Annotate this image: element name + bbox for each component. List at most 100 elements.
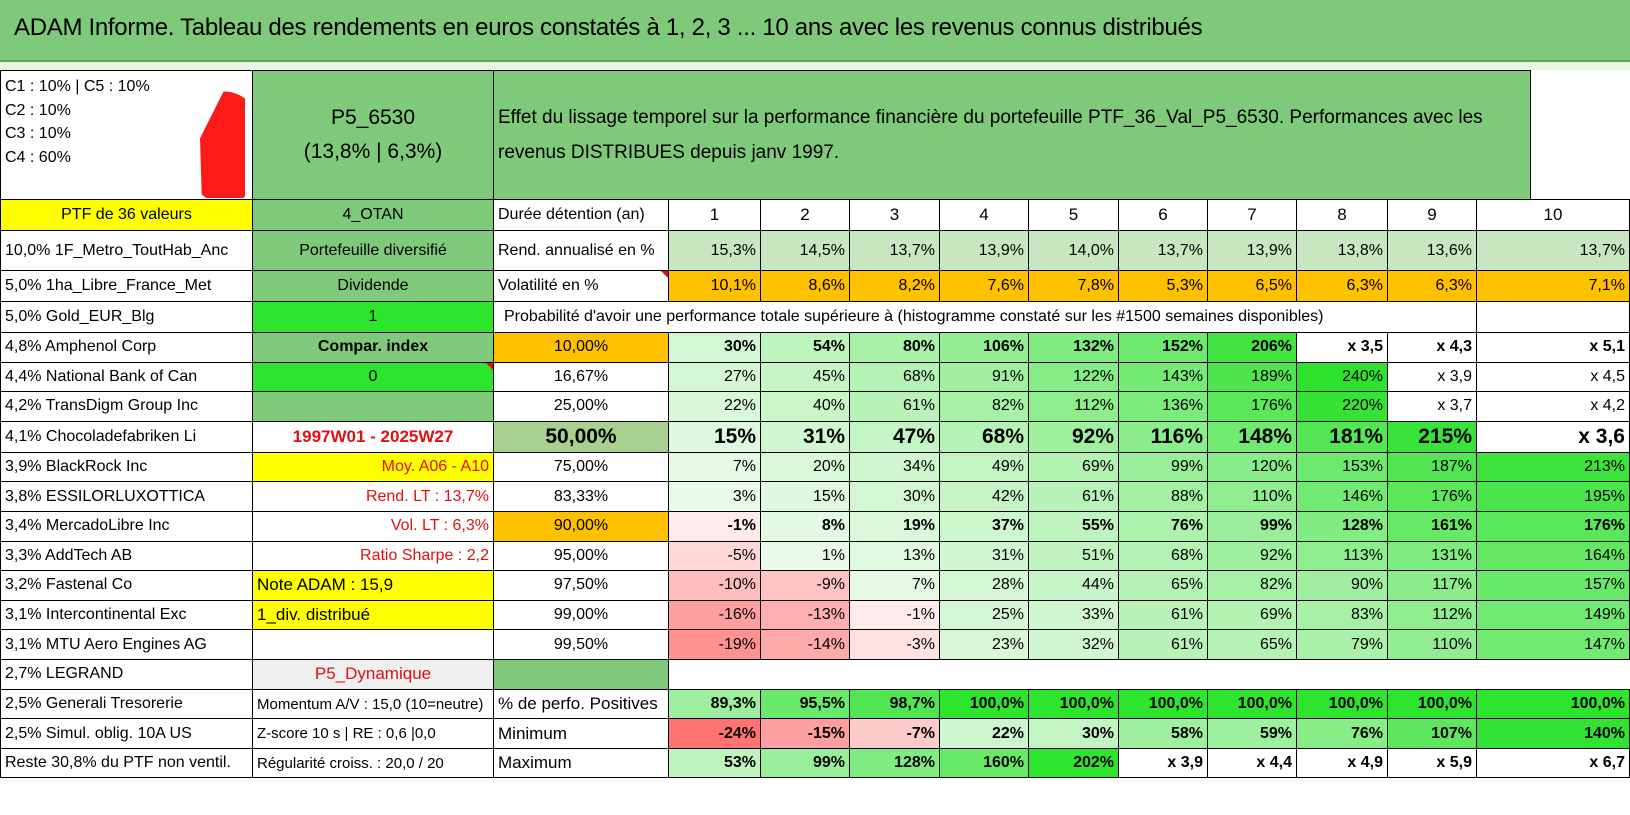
volatility-row: 5,0% 1ha_Libre_France_Met Dividende Vola… bbox=[0, 270, 1630, 302]
portfolio-id-cell: P5_6530 (13,8% | 6,3%) bbox=[252, 70, 494, 200]
volatility-value: 7,1% bbox=[1476, 270, 1630, 302]
return-value: 13,7% bbox=[849, 230, 940, 271]
threshold-percentile: 90,00% bbox=[493, 510, 669, 542]
volatility-value: 8,6% bbox=[760, 270, 850, 302]
probability-header-row: 5,0% Gold_EUR_Blg 1 Probabilité d'avoir … bbox=[0, 301, 1630, 333]
fund-weight: 4,1% Chocoladefabriken Li bbox=[0, 420, 253, 453]
legrand-row: 2,7% LEGRAND P5_Dynamique bbox=[0, 658, 1630, 690]
probability-value: 113% bbox=[1296, 540, 1388, 572]
fund-weight: 2,5% Generali Tresorerie bbox=[0, 688, 253, 720]
performance-table: C1 : 10% | C5 : 10% C2 : 10% C3 : 10% C4… bbox=[0, 70, 1630, 779]
probability-value: 34% bbox=[849, 451, 940, 483]
volatility-value: 7,8% bbox=[1028, 270, 1119, 302]
probability-value: 61% bbox=[849, 391, 940, 422]
allocation-line: C4 : 60% bbox=[5, 148, 71, 166]
portfolio-description: Effet du lissage temporel sur la perform… bbox=[492, 70, 1532, 200]
empty-cell bbox=[667, 658, 1531, 690]
probability-value: 68% bbox=[939, 420, 1029, 453]
fund-weight: 2,5% Simul. oblig. 10A US bbox=[0, 718, 253, 749]
probability-value: 15% bbox=[668, 420, 761, 453]
year-header: 10 bbox=[1476, 199, 1630, 231]
probability-row: 3,3% AddTech AB Ratio Sharpe : 2,2 95,00% -… bbox=[0, 540, 1630, 572]
probability-value: -9% bbox=[760, 570, 850, 601]
probability-value: 27% bbox=[668, 361, 761, 393]
probability-value: 44% bbox=[1028, 570, 1119, 601]
probability-row: 3,9% BlackRock Inc Moy. A06 - A10 75,00% 7%… bbox=[0, 451, 1630, 483]
probability-value: 153% bbox=[1296, 451, 1388, 483]
probability-value: 69% bbox=[1028, 451, 1119, 483]
probability-value: -5% bbox=[668, 540, 761, 572]
probability-value: 30% bbox=[668, 332, 761, 363]
return-value: 13,7% bbox=[1118, 230, 1208, 271]
probability-value: 92% bbox=[1207, 540, 1297, 572]
probability-value: 176% bbox=[1387, 481, 1477, 512]
probability-value: 187% bbox=[1387, 451, 1477, 483]
probability-value: 55% bbox=[1028, 510, 1119, 542]
summary-value: 99% bbox=[760, 747, 850, 779]
volatility-value: 6,5% bbox=[1207, 270, 1297, 302]
probability-row: 4,1% Chocoladefabriken Li 1997W01 - 2025W… bbox=[0, 420, 1630, 453]
ptf-count: PTF de 36 valeurs bbox=[0, 199, 253, 231]
volatility-value: 7,6% bbox=[939, 270, 1029, 302]
probability-value: 54% bbox=[760, 332, 850, 363]
probability-value: -1% bbox=[668, 510, 761, 542]
year-header: 3 bbox=[849, 199, 940, 231]
pie-slice-c4 bbox=[197, 89, 245, 198]
allocation-line: C1 : 10% | C5 : 10% bbox=[5, 78, 150, 95]
probability-value: 195% bbox=[1476, 481, 1630, 512]
fund-weight: 4,8% Amphenol Corp bbox=[0, 332, 253, 363]
probability-value: 206% bbox=[1207, 332, 1297, 363]
probability-value: -10% bbox=[668, 570, 761, 601]
probability-value: 61% bbox=[1118, 629, 1208, 660]
probability-row: 3,1% MTU Aero Engines AG 99,50% -19% -14% -3… bbox=[0, 629, 1630, 660]
probability-value: 131% bbox=[1387, 540, 1477, 572]
probability-value: 136% bbox=[1118, 391, 1208, 422]
summary-row: 2,5% Simul. oblig. 10A US Z-score 10 s | … bbox=[0, 718, 1630, 749]
probability-value: 106% bbox=[939, 332, 1029, 363]
summary-value: x 5,9 bbox=[1387, 747, 1477, 779]
volatility-value: 6,3% bbox=[1387, 270, 1477, 302]
threshold-percentile: 10,00% bbox=[493, 332, 669, 363]
summary-value: 95,5% bbox=[760, 688, 850, 720]
probability-value: x 4,5 bbox=[1476, 361, 1630, 393]
probability-value: 61% bbox=[1028, 481, 1119, 512]
probability-value: -3% bbox=[849, 629, 940, 660]
summary-value: 160% bbox=[939, 747, 1029, 779]
portfolio-metric: Vol. LT : 6,3% bbox=[252, 510, 494, 542]
return-value: 13,8% bbox=[1296, 230, 1388, 271]
probability-value: 116% bbox=[1118, 420, 1208, 453]
probability-value: 152% bbox=[1118, 332, 1208, 363]
probability-value: 79% bbox=[1296, 629, 1388, 660]
portfolio-indicator: Z-score 10 s | RE : 0,6 |0,0 bbox=[252, 718, 494, 749]
volatility-value: 6,3% bbox=[1296, 270, 1388, 302]
probability-value: 51% bbox=[1028, 540, 1119, 572]
page-title-bar: ADAM Informe. Tableau des rendements en … bbox=[0, 0, 1630, 62]
holding-duration-label: Durée détention (an) bbox=[493, 199, 669, 231]
probability-value: 112% bbox=[1028, 391, 1119, 422]
fund-weight: 3,9% BlackRock Inc bbox=[0, 451, 253, 483]
fund-weight: 10,0% 1F_Metro_ToutHab_Anc bbox=[0, 230, 253, 271]
probability-value: 49% bbox=[939, 451, 1029, 483]
probability-value: 19% bbox=[849, 510, 940, 542]
volatility-value: 10,1% bbox=[668, 270, 761, 302]
probability-value: 112% bbox=[1387, 599, 1477, 631]
year-header: 2 bbox=[760, 199, 850, 231]
probability-value: 120% bbox=[1207, 451, 1297, 483]
probability-value: 28% bbox=[939, 570, 1029, 601]
portfolio-stats: (13,8% | 6,3%) bbox=[303, 140, 443, 163]
probability-row: 4,4% National Bank of Can 0 16,67% 27% 45% 68… bbox=[0, 361, 1630, 393]
portfolio-category: Dividende bbox=[252, 270, 494, 302]
probability-value: x 4,2 bbox=[1476, 391, 1630, 422]
fund-weight: 5,0% 1ha_Libre_France_Met bbox=[0, 270, 253, 302]
portfolio-metric: Rend. LT : 13,7% bbox=[252, 481, 494, 512]
probability-value: 110% bbox=[1387, 629, 1477, 660]
row-label: % de perfo. Positives bbox=[493, 688, 669, 720]
portfolio-metric: 1997W01 - 2025W27 bbox=[252, 420, 494, 453]
threshold-percentile: 95,00% bbox=[493, 540, 669, 572]
threshold-percentile: 83,33% bbox=[493, 481, 669, 512]
fund-weight: Reste 30,8% du PTF non ventil. bbox=[0, 747, 253, 779]
allocation-pie-chart bbox=[196, 87, 245, 198]
allocation-lines: C1 : 10% | C5 : 10% C2 : 10% C3 : 10% C4… bbox=[5, 75, 150, 169]
probability-value: 240% bbox=[1296, 361, 1388, 393]
probability-value: x 3,6 bbox=[1476, 420, 1630, 453]
